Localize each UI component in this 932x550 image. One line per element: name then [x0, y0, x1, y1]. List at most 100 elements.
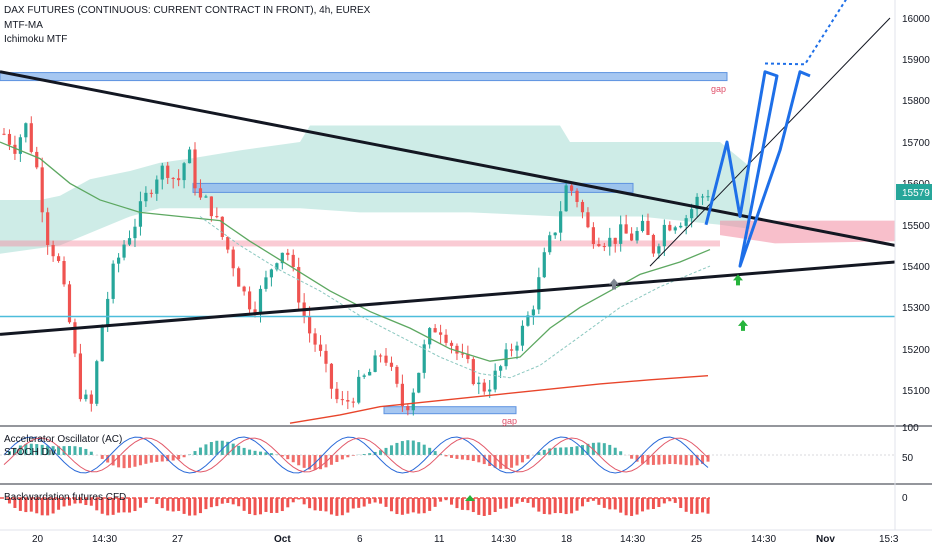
backwardation-bar [510, 498, 514, 507]
ma-line-fast [0, 141, 711, 362]
ac-bar [641, 455, 645, 464]
ac-bar [40, 444, 44, 455]
backwardation-bar [89, 498, 93, 506]
ac-bar [346, 455, 350, 458]
ac-bar [411, 440, 415, 455]
backwardation-pane[interactable] [0, 495, 710, 516]
candle-body [395, 366, 399, 384]
backwardation-bar [269, 498, 273, 513]
candle-body [526, 315, 530, 326]
gap-label-bottom: gap [502, 416, 517, 426]
candle-body [324, 350, 328, 364]
candle-body [291, 254, 295, 268]
ac-bar [84, 448, 88, 455]
ac-bar [619, 451, 623, 455]
backwardation-bar [57, 498, 61, 510]
candle-body [657, 246, 661, 254]
drawn-rectangles[interactable] [0, 72, 728, 415]
ac-bar [35, 444, 39, 455]
candle-body [619, 224, 623, 244]
candle-body [149, 192, 153, 194]
candle-body [84, 394, 88, 400]
current-price-tag [896, 184, 932, 200]
backwardation-bar [51, 498, 55, 514]
trendlines[interactable] [0, 17, 895, 336]
ac-bar [482, 455, 486, 465]
backwardation-bar [302, 498, 306, 505]
candle-body [160, 165, 164, 180]
pane1-secondary-label[interactable]: STOCH Div [4, 447, 56, 458]
backwardation-bar [624, 498, 628, 516]
ac-bar [280, 455, 284, 457]
candle-body [18, 137, 22, 154]
candle-body [586, 212, 590, 228]
backwardation-bar [324, 498, 328, 512]
candle-body [35, 151, 39, 168]
candle-body [231, 249, 235, 269]
ac-bar [433, 451, 437, 455]
kijun-band-left [0, 240, 720, 247]
pane1-label[interactable]: Accelerator Oscillator (AC) [4, 434, 122, 445]
backwardation-bar [166, 498, 170, 511]
ac-bar [395, 442, 399, 455]
backwardation-bar [368, 498, 372, 504]
backwardation-bar [695, 498, 699, 514]
ac-bar [198, 447, 202, 455]
ac-bar [635, 455, 639, 462]
ac-bar [690, 455, 694, 466]
backwardation-bar [515, 498, 519, 504]
backwardation-bar [657, 498, 661, 508]
candle-body [171, 177, 175, 179]
candle-body [242, 286, 246, 292]
candle-body [155, 179, 159, 194]
ac-bar [368, 453, 372, 455]
indicator-lines [0, 141, 895, 424]
time-label: 27 [172, 534, 184, 545]
ac-bar [591, 442, 595, 455]
backwardation-bar [346, 498, 350, 513]
ac-bar [171, 455, 175, 461]
pane2-label[interactable]: Backwardation futures CFD [4, 492, 126, 503]
candle-body [106, 298, 110, 326]
backwardation-bar [531, 498, 535, 508]
ac-bar [608, 444, 612, 455]
candle-body [100, 325, 104, 362]
indicator-label-ichimoku[interactable]: Ichimoku MTF [4, 34, 67, 45]
ac-bar [302, 455, 306, 468]
resistance-rectangle-top [0, 72, 728, 82]
backwardation-bar [389, 498, 393, 512]
backwardation-bar [215, 498, 219, 507]
ac-bar [706, 455, 710, 462]
candle-body [280, 252, 284, 264]
candle-body [455, 345, 459, 354]
candle-body [13, 144, 17, 154]
backwardation-bar [138, 498, 142, 508]
indicator-label-mtf-ma[interactable]: MTF-MA [4, 20, 43, 31]
projection-path[interactable] [704, 0, 850, 268]
backwardation-bar [24, 498, 28, 513]
candle-body [438, 332, 443, 335]
price-pane[interactable] [0, 0, 895, 424]
backwardation-bar [684, 498, 688, 512]
candle-body [193, 149, 197, 189]
backwardation-bar [106, 498, 110, 516]
candle-body [24, 123, 28, 138]
candle-body [673, 227, 677, 231]
candle-body [209, 196, 213, 217]
ac-bar [204, 444, 208, 455]
ac-bar [111, 455, 115, 466]
candle-body [122, 244, 126, 258]
time-axis[interactable]: 20 14:30 27 Oct 6 11 14:30 18 14:30 25 1… [32, 534, 899, 545]
backwardation-bar [504, 498, 508, 509]
backwardation-bar [280, 498, 284, 512]
candle-body [613, 237, 617, 244]
candle-body [368, 371, 372, 376]
oscillator-pane[interactable] [0, 436, 895, 474]
ac-bar [100, 455, 104, 459]
time-label: 14:30 [491, 534, 516, 545]
price-axis[interactable]: 16000 15900 15800 15700 15600 15500 1540… [896, 14, 932, 504]
backwardation-bar [395, 498, 399, 515]
ac-bar [651, 455, 655, 465]
